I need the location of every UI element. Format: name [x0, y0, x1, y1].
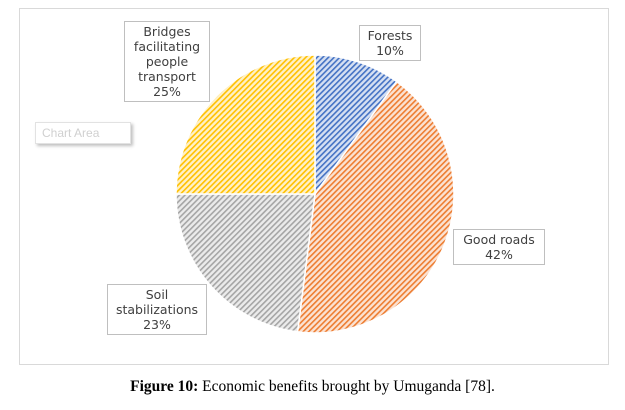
data-label-category: transport [138, 69, 196, 84]
data-label-soil-stabilizations: Soil stabilizations 23% [107, 284, 207, 335]
pie-slice-forests[interactable] [314, 54, 398, 197]
data-label-value: 25% [153, 84, 181, 99]
data-label-category: Forests [367, 28, 413, 43]
data-label-value: 10% [376, 43, 404, 58]
pie-slice-bridges[interactable] [175, 54, 316, 195]
data-label-good-roads: Good roads 42% [453, 229, 545, 265]
pie-slice-soil-stabilizations[interactable] [175, 193, 316, 333]
caption-label: Figure 10: [130, 378, 199, 395]
figure-caption: Figure 10: Economic benefits brought by … [0, 378, 625, 396]
data-label-category: Good roads [463, 232, 535, 247]
caption-text: Economic benefits brought by Umuganda [7… [198, 378, 495, 395]
data-label-bridges: Bridges facilitating people transport 25… [124, 21, 210, 102]
chart-area-tooltip: Chart Area [35, 122, 131, 144]
data-label-value: 42% [485, 247, 513, 262]
data-label-category: Soil [145, 287, 169, 302]
pie-slice-good-roads[interactable] [296, 80, 455, 334]
pie-chart [175, 54, 455, 334]
data-label-value: 23% [143, 317, 171, 332]
data-label-category: stabilizations [115, 302, 199, 317]
data-label-category: facilitating [133, 39, 201, 54]
data-label-category: people [145, 54, 189, 69]
data-label-category: Bridges [143, 24, 191, 39]
data-label-forests: Forests 10% [359, 25, 421, 61]
